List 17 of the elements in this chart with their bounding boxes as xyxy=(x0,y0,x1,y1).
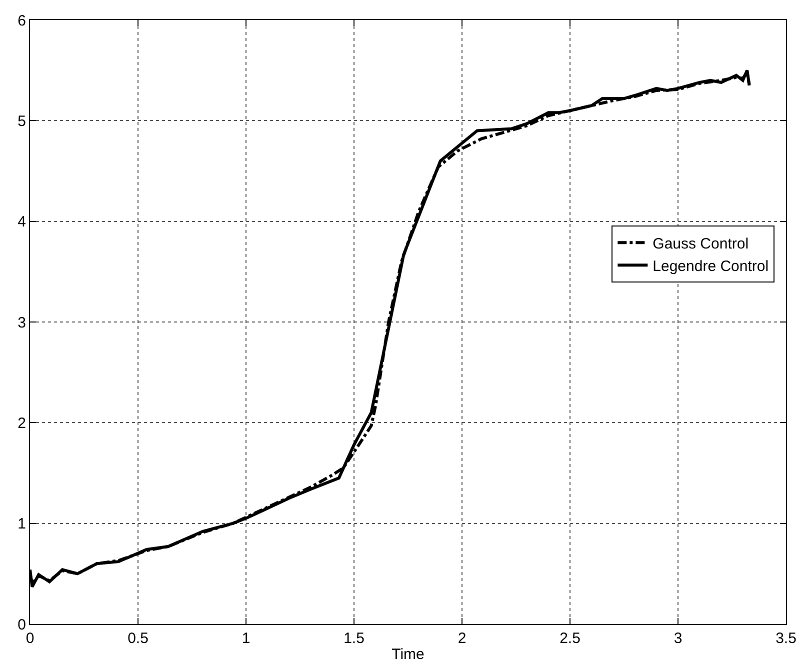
x-tick-label: 2.5 xyxy=(560,630,580,647)
y-tick-label: 1 xyxy=(18,516,26,533)
y-tick-label: 0 xyxy=(18,616,26,634)
y-tick-label: 6 xyxy=(18,12,26,30)
y-tick-label: 4 xyxy=(18,214,26,231)
legend-label: Gauss Control xyxy=(652,235,749,252)
x-tick-label: 3 xyxy=(674,630,682,647)
x-tick-label: 2 xyxy=(458,630,466,647)
x-axis-title: Time xyxy=(392,646,424,663)
y-tick-label: 3 xyxy=(18,314,26,332)
y-tick-label: 2 xyxy=(18,414,26,432)
y-tick-label: 5 xyxy=(18,112,26,130)
x-tick-label: 1.5 xyxy=(344,630,364,647)
legend-label: Legendre Control xyxy=(652,258,769,275)
x-tick-label: 0.5 xyxy=(128,630,148,647)
x-tick-label: 1 xyxy=(242,630,250,647)
x-tick-label: 3.5 xyxy=(776,630,796,647)
